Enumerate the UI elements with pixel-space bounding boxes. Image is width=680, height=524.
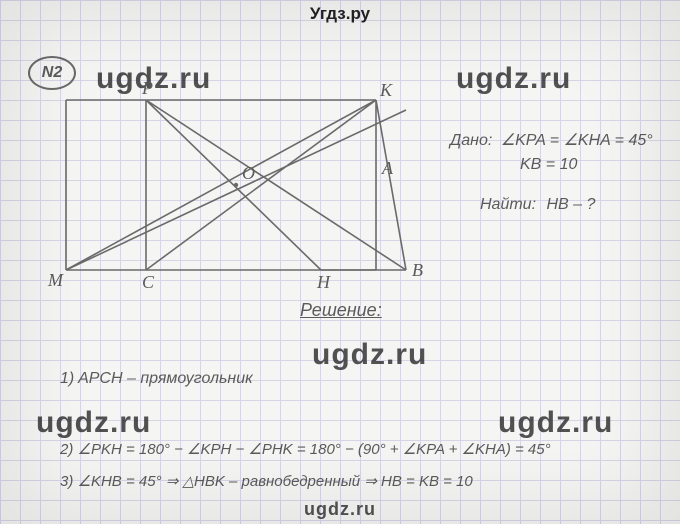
geometry-diagram: P K M C H O A B (36, 60, 436, 300)
svg-text:H: H (316, 272, 331, 292)
find-heading: Найти: HB – ? (480, 196, 595, 214)
solution-step-2: 2) ∠PKH = 180° − ∠KPH − ∠PHK = 180° − (9… (60, 440, 551, 458)
svg-text:A: A (381, 158, 394, 178)
svg-text:O: O (242, 163, 255, 183)
given-line2: KB = 10 (520, 156, 577, 174)
solution-heading: Решение: (300, 300, 382, 321)
svg-text:K: K (379, 80, 393, 100)
svg-text:M: M (47, 270, 64, 290)
svg-text:B: B (412, 260, 423, 280)
solution-step-1: 1) APCH – прямоугольник (60, 370, 253, 388)
solution-step-3: 3) ∠KHB = 45° ⇒ △HBK – равнобедренный ⇒ … (60, 472, 473, 490)
site-title: Угдз.ру (0, 4, 680, 24)
svg-text:C: C (142, 272, 155, 292)
svg-text:P: P (141, 78, 153, 98)
given-heading: Дано: ∠KPA = ∠KHA = 45° (450, 130, 653, 150)
